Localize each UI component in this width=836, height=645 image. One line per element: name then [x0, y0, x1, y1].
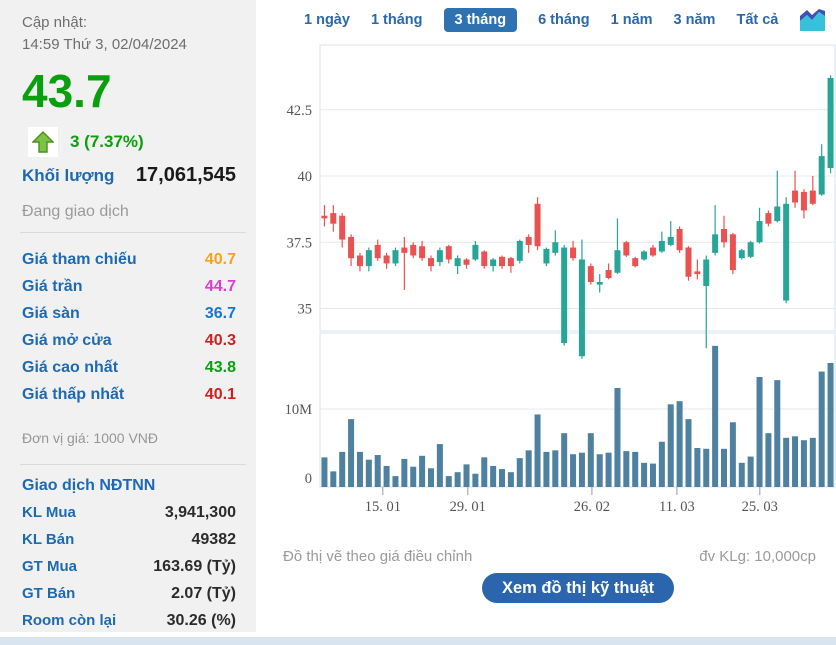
price-volume-chart: 35 37.5 40 42.5 10M 0 15. 01 29. 01 26. 02 11. 03…	[285, 44, 836, 515]
price-table-row: Giá trần 44.7	[22, 273, 236, 300]
divider	[20, 464, 246, 465]
foreign-row-value: 49382	[191, 530, 237, 548]
foreign-row-value: 2.07 (Tỷ)	[171, 584, 236, 602]
tab-3-năm[interactable]: 3 năm	[673, 12, 716, 28]
foreign-row-label: KL Mua	[22, 504, 76, 521]
foreign-table-row: Room còn lại 30.26 (%)	[22, 607, 236, 634]
foreign-table-row: KL Bán 49382	[22, 526, 236, 553]
foreign-row-value: 3,941,300	[164, 503, 236, 521]
quote-panel: Cập nhật: 14:59 Thứ 3, 02/04/2024 43.7 3…	[0, 0, 256, 632]
divider	[20, 232, 246, 233]
price-row-label: Giá sàn	[22, 304, 80, 322]
foreign-row-label: GT Mua	[22, 558, 77, 575]
up-arrow-icon	[28, 127, 58, 157]
svg-text:29. 01: 29. 01	[450, 499, 486, 515]
price-row-value: 44.7	[204, 277, 236, 295]
update-datetime: 14:59 Thứ 3, 02/04/2024	[22, 36, 187, 53]
tab-1-ngày[interactable]: 1 ngày	[304, 12, 350, 28]
area-chart-icon[interactable]	[799, 8, 826, 32]
price-row-value: 40.1	[204, 385, 236, 403]
bottom-strip	[0, 637, 836, 645]
tab-3-tháng[interactable]: 3 tháng	[443, 8, 518, 32]
foreign-table-row: GT Mua 163.69 (Tỷ)	[22, 553, 236, 580]
foreign-trading-table: KL Mua 3,941,300 KL Bán 49382 GT Mua 163.69 (…	[22, 499, 236, 634]
price-table-row: Giá tham chiếu 40.7	[22, 246, 236, 273]
period-tabs: 1 ngày 1 tháng 3 tháng 6 tháng 1 năm 3 năm Tất…	[304, 8, 826, 32]
change-value: 3 (7.37%)	[70, 132, 144, 151]
price-row-value: 40.7	[204, 250, 236, 268]
last-price: 43.7	[22, 65, 112, 117]
trading-status: Đang giao dịch	[22, 203, 129, 220]
tab-tất-cả[interactable]: Tất cả	[736, 12, 779, 28]
foreign-row-label: Room còn lại	[22, 612, 117, 629]
update-block: Cập nhật: 14:59 Thứ 3, 02/04/2024	[22, 12, 187, 56]
svg-text:40: 40	[298, 169, 313, 185]
svg-text:25. 03: 25. 03	[742, 499, 778, 515]
tab-6-tháng[interactable]: 6 tháng	[538, 12, 590, 28]
svg-text:42.5: 42.5	[287, 103, 312, 119]
price-row-label: Giá cao nhất	[22, 358, 119, 376]
price-row-value: 36.7	[204, 304, 236, 322]
adjusted-price-note: Đồ thị vẽ theo giá điều chỉnh	[283, 548, 473, 565]
volume-value: 17,061,545	[135, 164, 236, 186]
foreign-row-value: 163.69 (Tỷ)	[153, 557, 236, 575]
price-reference-table: Giá tham chiếu 40.7 Giá trần 44.7 Giá sàn 36.…	[22, 246, 236, 408]
price-row-label: Giá mở cửa	[22, 331, 112, 349]
price-unit-note: Đơn vị giá: 1000 VNĐ	[22, 430, 159, 446]
price-change-row: 3 (7.37%)	[28, 127, 144, 157]
tab-1-năm[interactable]: 1 năm	[610, 12, 653, 28]
foreign-table-row: KL Mua 3,941,300	[22, 499, 236, 526]
price-table-row: Giá mở cửa 40.3	[22, 327, 236, 354]
svg-text:10M: 10M	[285, 402, 313, 418]
svg-text:11. 03: 11. 03	[659, 499, 695, 515]
svg-text:37.5: 37.5	[287, 235, 312, 251]
volume-unit-note: đv KLg: 10,000cp	[699, 548, 816, 565]
update-label: Cập nhật:	[22, 14, 88, 31]
svg-text:35: 35	[298, 302, 313, 318]
foreign-trading-title: Giao dịch NĐTNN	[22, 477, 156, 494]
price-table-row: Giá cao nhất 43.8	[22, 354, 236, 381]
price-table-row: Giá thấp nhất 40.1	[22, 381, 236, 408]
volume-label: Khối lượng	[22, 166, 115, 185]
foreign-row-label: KL Bán	[22, 531, 75, 548]
price-row-label: Giá trần	[22, 277, 83, 295]
foreign-row-value: 30.26 (%)	[166, 611, 236, 629]
price-row-value: 40.3	[204, 331, 236, 349]
tab-1-tháng[interactable]: 1 tháng	[370, 12, 423, 28]
price-table-row: Giá sàn 36.7	[22, 300, 236, 327]
volume-row: Khối lượng 17,061,545	[22, 164, 236, 187]
svg-text:15. 01: 15. 01	[365, 499, 401, 515]
svg-text:26. 02: 26. 02	[574, 499, 610, 515]
price-row-label: Giá tham chiếu	[22, 250, 137, 268]
svg-text:0: 0	[305, 471, 312, 487]
foreign-row-label: GT Bán	[22, 585, 76, 602]
foreign-table-row: GT Bán 2.07 (Tỷ)	[22, 580, 236, 607]
price-row-value: 43.8	[204, 358, 236, 376]
technical-chart-button[interactable]: Xem đồ thị kỹ thuật	[482, 573, 675, 603]
price-row-label: Giá thấp nhất	[22, 385, 125, 403]
